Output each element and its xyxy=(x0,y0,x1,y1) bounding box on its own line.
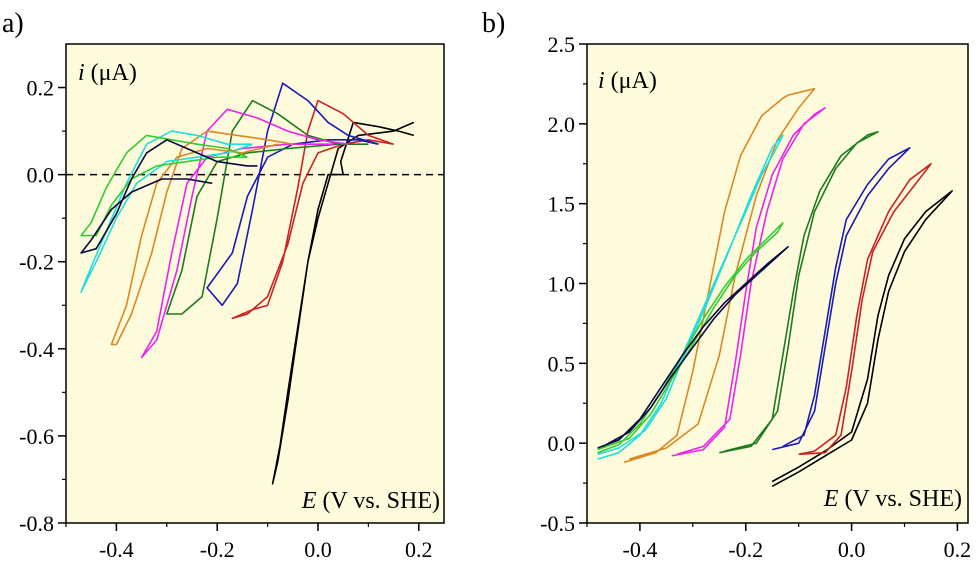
x-axis-label-unit: (V vs. SHE) xyxy=(316,488,440,514)
x-tick-label: -0.4 xyxy=(623,537,658,562)
x-axis-label: E (V vs. SHE) xyxy=(301,488,440,514)
series-line-2 xyxy=(798,163,932,456)
series-line-9 xyxy=(597,246,789,449)
y-tick-label: -0.8 xyxy=(19,511,54,536)
y-tick-label: -0.6 xyxy=(19,424,54,449)
y-tick-label: 0.0 xyxy=(548,431,576,456)
x-tick-label: 0.0 xyxy=(304,537,332,562)
plot-background xyxy=(587,44,968,523)
y-axis-label-symbol: i xyxy=(78,60,85,86)
y-axis-label-unit: (μA) xyxy=(605,68,657,94)
series-line-3 xyxy=(206,82,379,307)
plot-frame xyxy=(65,43,445,524)
y-tick-label: -0.5 xyxy=(540,511,575,536)
panel-a: -0.4 -0.2 0.0 0.2 0.2 0.0 -0.2 -0.4 -0.6 -0.8 a) i … xyxy=(2,8,445,562)
x-axis-label-symbol: E xyxy=(301,488,317,514)
y-tick-label: 1.0 xyxy=(548,272,576,297)
y-axis-label-unit: (μA) xyxy=(85,60,137,86)
y-tick-label: 1.5 xyxy=(548,192,576,217)
y-axis-label-symbol: i xyxy=(598,68,605,94)
series-line-9 xyxy=(80,139,258,254)
y-axis-label: i (μA) xyxy=(598,68,657,94)
x-axis-label-unit: (V vs. SHE) xyxy=(838,486,962,512)
series-line-2 xyxy=(231,99,394,320)
x-tick-label: -0.2 xyxy=(728,537,763,562)
y-tick-label: 0.2 xyxy=(27,76,55,101)
x-tick-label: -0.4 xyxy=(99,537,134,562)
series-line-8 xyxy=(80,134,248,237)
series-line-5 xyxy=(671,107,826,457)
y-tick-label: 0.0 xyxy=(27,163,55,188)
x-tick-label: -0.2 xyxy=(200,537,235,562)
series-line-1 xyxy=(771,190,953,488)
x-axis-label-symbol: E xyxy=(823,486,839,512)
series-line-4 xyxy=(719,131,879,454)
y-axis-label: i (μA) xyxy=(78,60,137,86)
y-tick-label: -0.4 xyxy=(19,337,54,362)
x-tick-label: 0.2 xyxy=(944,537,972,562)
series-line-4 xyxy=(166,99,369,315)
x-axis-label: E (V vs. SHE) xyxy=(823,486,962,512)
series-line-6 xyxy=(110,130,293,346)
plot-background xyxy=(66,44,444,523)
x-tick-label: 0.0 xyxy=(838,537,866,562)
series-line-3 xyxy=(772,147,911,451)
y-tick-label: 0.5 xyxy=(548,351,576,376)
panel-label: a) xyxy=(2,8,24,39)
series-line-7 xyxy=(597,134,784,460)
y-tick-label: 2.5 xyxy=(548,32,576,57)
series-line-7 xyxy=(80,130,253,293)
series-line-1 xyxy=(271,121,415,485)
panel-b: -0.4 -0.2 0.0 0.2 2.5 2.0 1.5 1.0 0.5 0.0 -0.5 b) i … xyxy=(482,8,971,562)
panel-label: b) xyxy=(482,8,505,39)
y-tick-label: 2.0 xyxy=(548,112,576,137)
series-line-6 xyxy=(623,87,816,464)
x-tick-label: 0.2 xyxy=(405,537,433,562)
y-tick-label: -0.2 xyxy=(19,250,54,275)
